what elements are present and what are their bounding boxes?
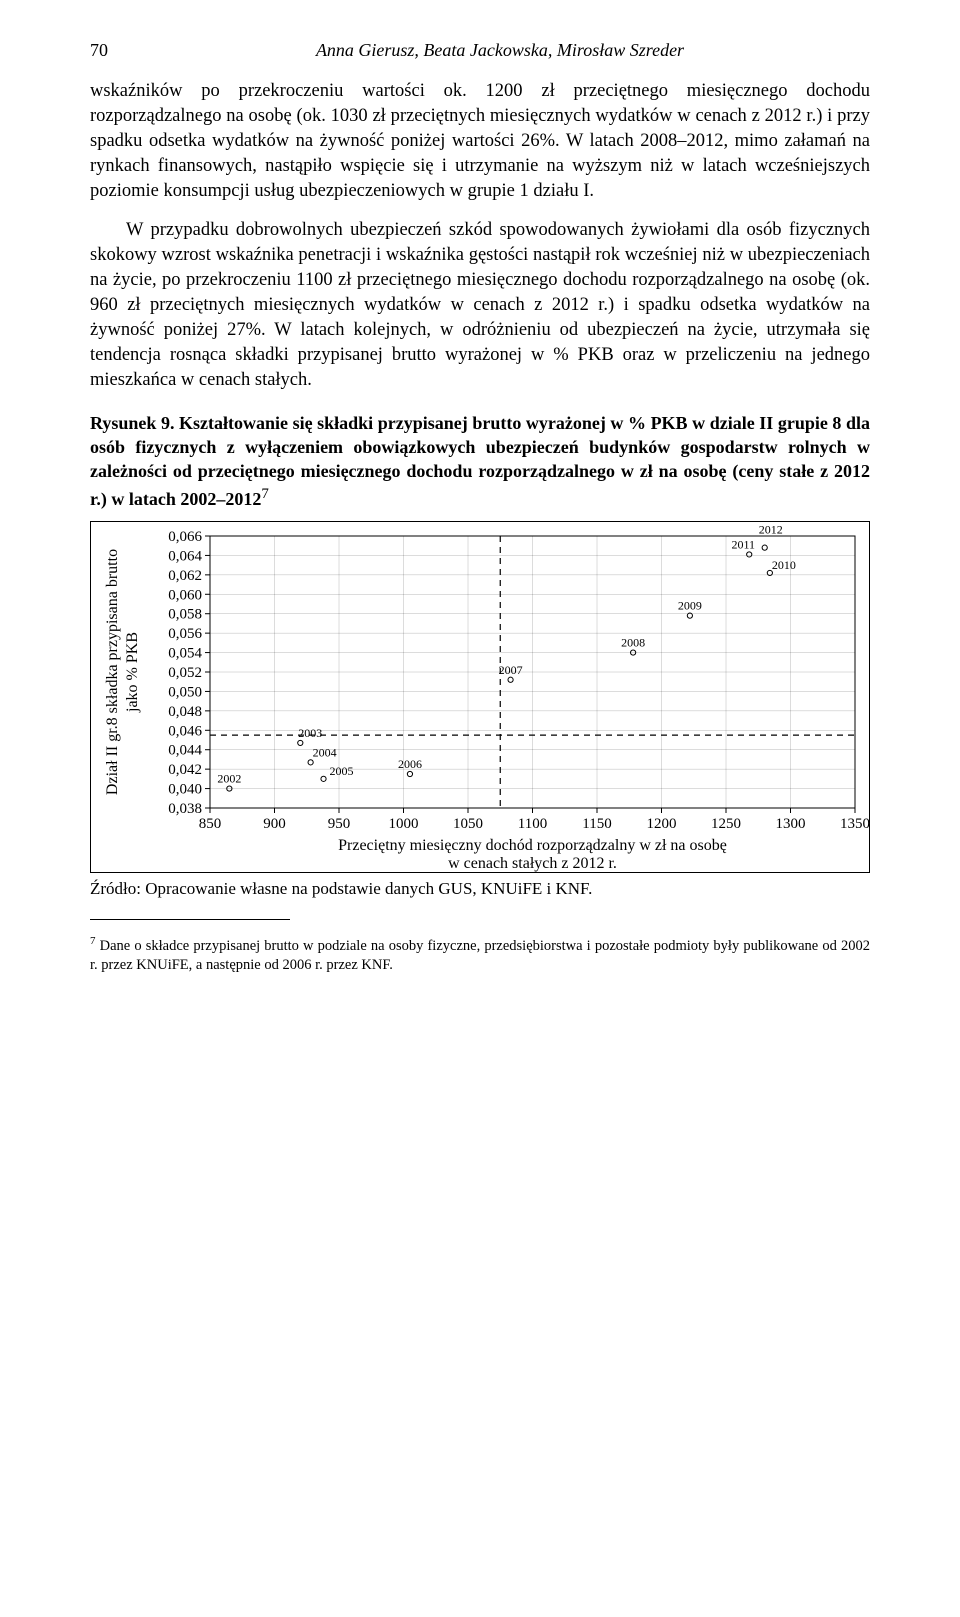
svg-text:0,038: 0,038 — [168, 801, 202, 817]
svg-text:0,044: 0,044 — [168, 743, 202, 759]
svg-text:0,058: 0,058 — [168, 607, 202, 623]
header-authors: Anna Gierusz, Beata Jackowska, Mirosław … — [130, 40, 870, 61]
svg-text:1350: 1350 — [840, 816, 869, 832]
svg-text:Przeciętny miesięczny dochód r: Przeciętny miesięczny dochód rozporządza… — [338, 837, 727, 854]
footnote-text: Dane o składce przypisanej brutto w podz… — [90, 938, 870, 973]
svg-text:0,066: 0,066 — [168, 529, 202, 545]
svg-text:900: 900 — [263, 816, 286, 832]
svg-text:2012: 2012 — [759, 522, 783, 536]
paragraph-2: W przypadku dobrowolnych ubezpieczeń szk… — [90, 218, 870, 393]
svg-text:jako % PKB: jako % PKB — [124, 632, 141, 713]
svg-text:0,064: 0,064 — [168, 548, 202, 564]
svg-text:1200: 1200 — [647, 816, 677, 832]
svg-text:2003: 2003 — [298, 726, 322, 740]
svg-text:850: 850 — [199, 816, 222, 832]
svg-text:2007: 2007 — [499, 663, 523, 677]
scatter-chart: 850 900 950 1000 1050 1100 1150 1200 1250 1300 135… — [91, 522, 869, 872]
svg-text:0,054: 0,054 — [168, 645, 202, 661]
figure-source: Źródło: Opracowanie własne na podstawie … — [90, 879, 870, 899]
svg-text:1100: 1100 — [518, 816, 547, 832]
svg-text:0,048: 0,048 — [168, 704, 202, 720]
figure-box: 850 900 950 1000 1050 1100 1150 1200 1250 1300 135… — [90, 521, 870, 873]
svg-text:w cenach stałych z 2012 r.: w cenach stałych z 2012 r. — [448, 855, 617, 872]
svg-text:0,062: 0,062 — [168, 568, 202, 584]
paragraph-1: wskaźników po przekroczeniu wartości ok.… — [90, 79, 870, 204]
svg-text:2008: 2008 — [621, 635, 645, 649]
svg-text:2005: 2005 — [330, 764, 354, 778]
svg-text:1050: 1050 — [453, 816, 483, 832]
svg-text:0,052: 0,052 — [168, 665, 202, 681]
svg-text:0,042: 0,042 — [168, 762, 202, 778]
footnote: 7 Dane o składce przypisanej brutto w po… — [90, 934, 870, 975]
svg-text:0,056: 0,056 — [168, 626, 202, 642]
svg-text:2011: 2011 — [731, 537, 755, 551]
svg-text:1300: 1300 — [776, 816, 806, 832]
figure-caption: Rysunek 9. Kształtowanie się składki prz… — [90, 411, 870, 511]
page-number: 70 — [90, 40, 130, 61]
footnote-separator — [90, 919, 290, 920]
svg-text:1000: 1000 — [389, 816, 419, 832]
svg-text:0,040: 0,040 — [168, 781, 202, 797]
svg-text:0,060: 0,060 — [168, 587, 202, 603]
svg-text:2002: 2002 — [217, 771, 241, 785]
figure-caption-bold: Rysunek 9. Kształtowanie się składki prz… — [90, 413, 870, 509]
svg-text:2006: 2006 — [398, 757, 422, 771]
figure-caption-sup: 7 — [261, 486, 269, 502]
svg-text:2009: 2009 — [678, 598, 702, 612]
svg-text:Dział II gr.8 składka przypisa: Dział II gr.8 składka przypisana brutto — [104, 549, 121, 795]
svg-text:2004: 2004 — [313, 745, 337, 759]
svg-text:1250: 1250 — [711, 816, 741, 832]
svg-text:0,046: 0,046 — [168, 723, 202, 739]
svg-text:0,050: 0,050 — [168, 684, 202, 700]
svg-text:950: 950 — [328, 816, 351, 832]
svg-text:1150: 1150 — [582, 816, 611, 832]
svg-text:2010: 2010 — [772, 558, 796, 572]
